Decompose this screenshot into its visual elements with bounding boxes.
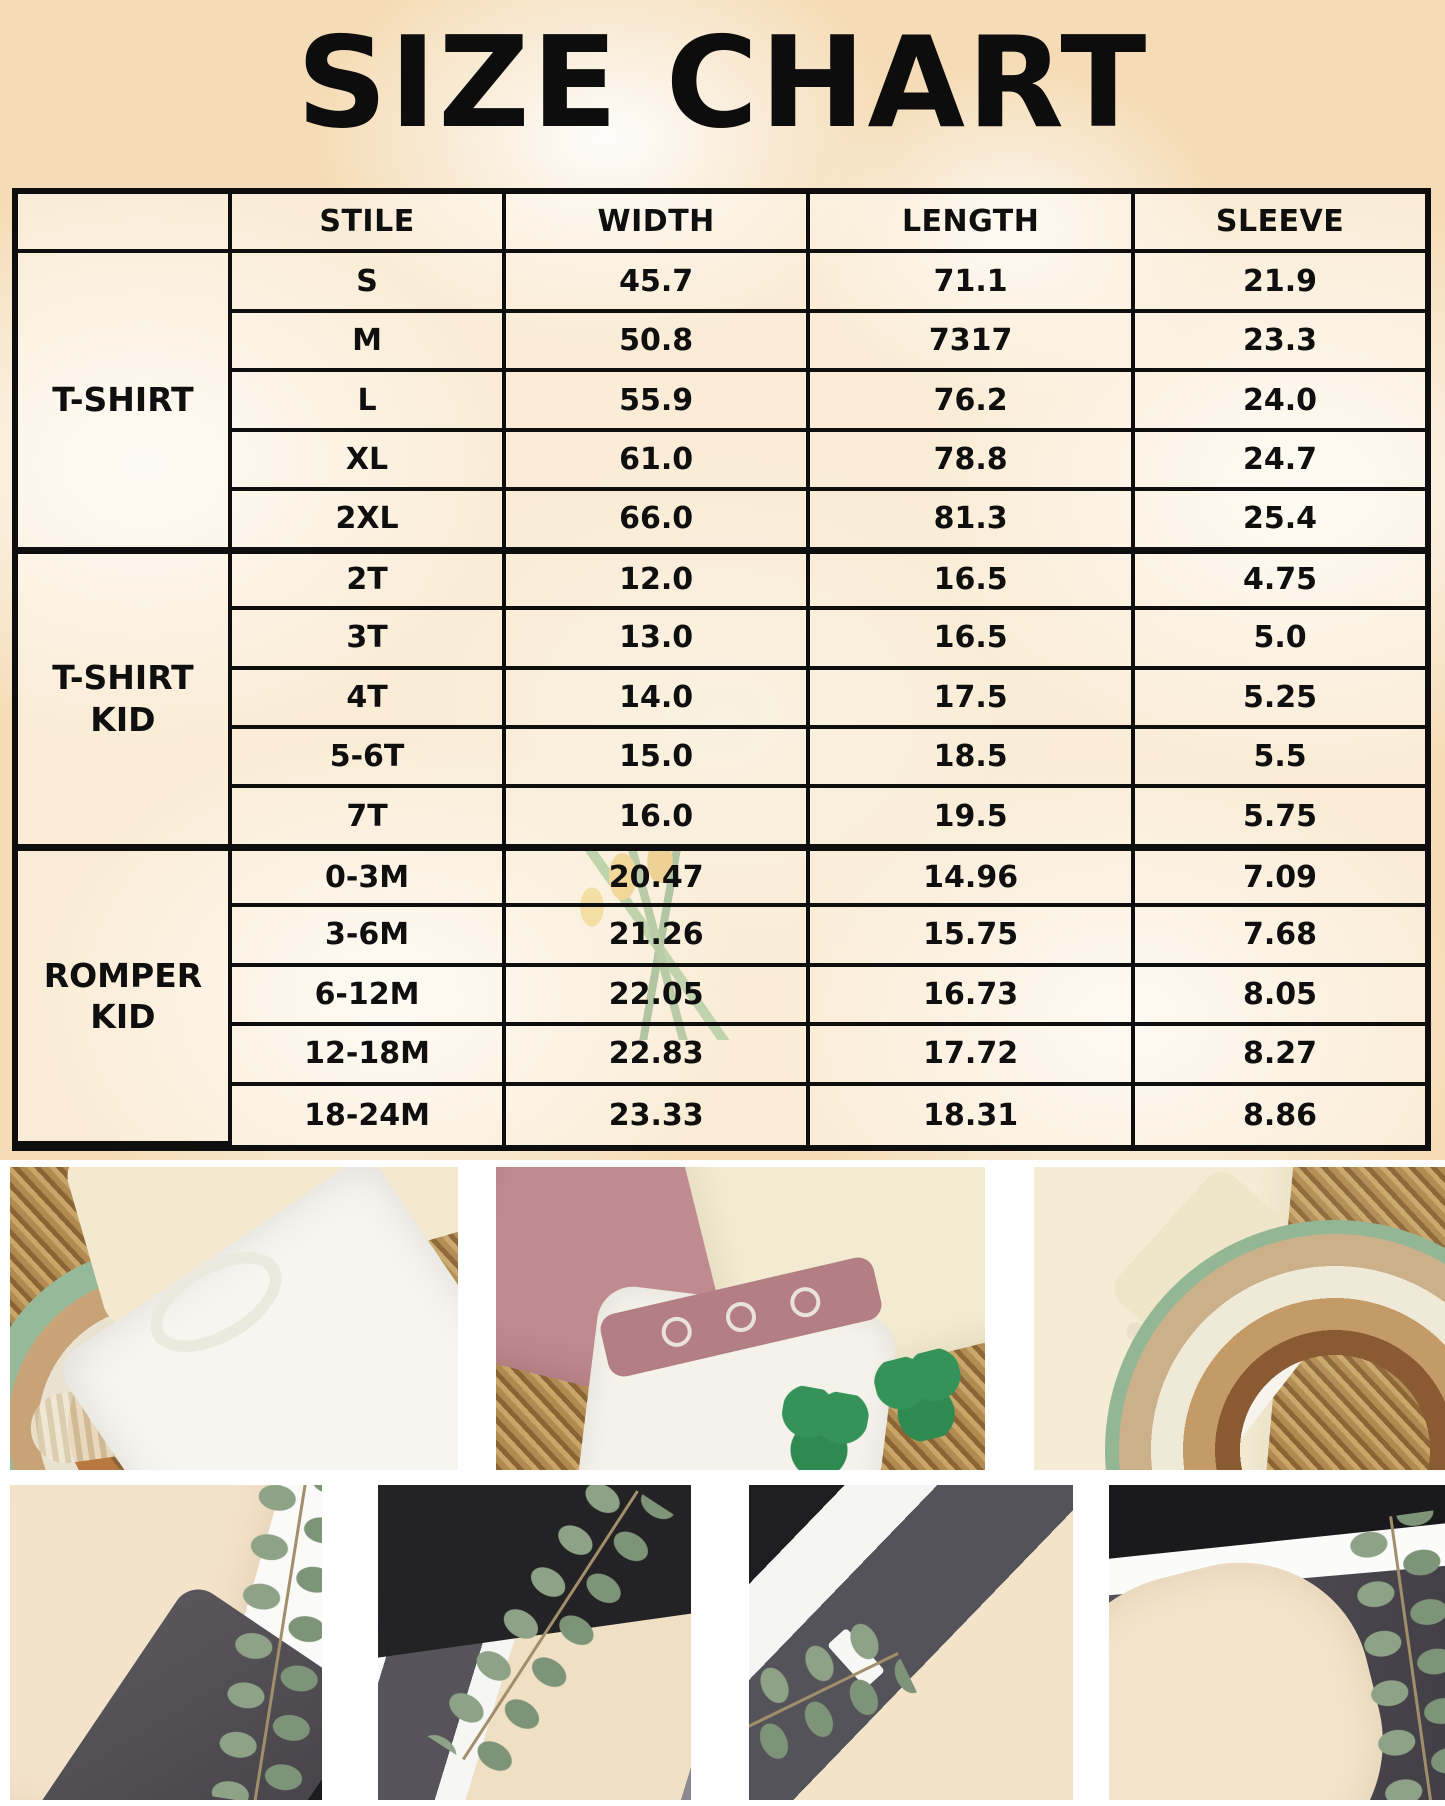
photo-black-tee-eucalyptus [378,1485,691,1800]
width-cell: 23.33 [506,1085,811,1145]
length-cell: 17.5 [810,669,1136,729]
size-cell: S [231,253,507,313]
length-cell: 16.5 [810,550,1136,611]
photo-rompers-snaps-clovers [496,1167,985,1470]
section-label-romper-kid: ROMPER KID [18,847,232,1145]
snap-button-icon [658,1313,695,1350]
length-cell: 78.8 [810,431,1136,492]
size-cell: 6-12M [231,966,507,1027]
length-cell: 18.31 [810,1085,1136,1145]
section-label-tshirt-kid: T-SHIRT KID [18,550,232,848]
width-cell: 66.0 [506,491,811,551]
size-cell: 3-6M [231,907,507,967]
width-cell: 61.0 [506,431,811,492]
clover-decor-icon [772,1383,872,1470]
width-cell: 21.26 [506,907,811,967]
width-cell: 15.0 [506,728,811,789]
sleeve-cell: 24.0 [1135,372,1425,432]
width-cell: 22.83 [506,1026,811,1086]
length-cell: 17.72 [810,1026,1136,1086]
sleeve-cell: 8.05 [1135,966,1425,1027]
size-cell: 18-24M [231,1085,507,1145]
photo-cream-tee-over-charcoal [1109,1485,1445,1800]
col-header-stile: STILE [231,194,507,254]
size-cell: 7T [231,788,507,848]
width-cell: 45.7 [506,253,811,313]
length-cell: 16.73 [810,966,1136,1027]
width-cell: 20.47 [506,847,811,908]
size-cell: 2T [231,550,507,611]
length-cell: 81.3 [810,491,1136,551]
length-cell: 76.2 [810,372,1136,432]
sleeve-cell: 5.5 [1135,728,1425,789]
sleeve-cell: 25.4 [1135,491,1425,551]
photo-shirt-stack-labels [749,1485,1073,1800]
col-header-sleeve: SLEEVE [1135,194,1425,254]
size-cell: XL [231,431,507,492]
sleeve-cell: 21.9 [1135,253,1425,313]
size-cell: M [231,312,507,373]
size-cell: 12-18M [231,1026,507,1086]
sleeve-cell: 5.0 [1135,610,1425,670]
photo-cream-tee-rainbow-mat [1034,1167,1445,1470]
photo-kids-tee-basket [10,1167,458,1470]
snap-button-icon [723,1299,759,1335]
length-cell: 14.96 [810,847,1136,908]
size-cell: 0-3M [231,847,507,908]
hero-section: SIZE CHART STILE WIDTH LENGTH SLEEVE T-S… [0,0,1445,1160]
width-cell: 16.0 [506,788,811,848]
length-cell: 71.1 [810,253,1136,313]
width-cell: 12.0 [506,550,811,611]
width-cell: 22.05 [506,966,811,1027]
sleeve-cell: 5.75 [1135,788,1425,848]
sleeve-cell: 8.27 [1135,1026,1425,1086]
col-header-width: WIDTH [506,194,811,254]
photo-cream-hoodie-stack [10,1485,322,1800]
length-cell: 19.5 [810,788,1136,848]
length-cell: 18.5 [810,728,1136,789]
width-cell: 50.8 [506,312,811,373]
size-cell: 4T [231,669,507,729]
snap-button-icon [787,1284,824,1321]
width-cell: 13.0 [506,610,811,670]
length-cell: 15.75 [810,907,1136,967]
length-cell: 16.5 [810,610,1136,670]
size-cell: 5-6T [231,728,507,789]
sleeve-cell: 8.86 [1135,1085,1425,1145]
page-title: SIZE CHART [296,9,1149,156]
photo-gallery [0,1160,1445,1806]
sleeve-cell: 5.25 [1135,669,1425,729]
size-cell: 3T [231,610,507,670]
corner-cell [18,194,232,254]
size-cell: 2XL [231,491,507,551]
sleeve-cell: 7.09 [1135,847,1425,908]
size-chart-table: STILE WIDTH LENGTH SLEEVE T-SHIRT S 45.7… [12,188,1431,1151]
sleeve-cell: 7.68 [1135,907,1425,967]
length-cell: 7317 [810,312,1136,373]
sleeve-cell: 4.75 [1135,550,1425,611]
sleeve-cell: 23.3 [1135,312,1425,373]
width-cell: 14.0 [506,669,811,729]
col-header-length: LENGTH [810,194,1136,254]
width-cell: 55.9 [506,372,811,432]
section-label-tshirt: T-SHIRT [18,253,232,551]
size-cell: L [231,372,507,432]
sleeve-cell: 24.7 [1135,431,1425,492]
